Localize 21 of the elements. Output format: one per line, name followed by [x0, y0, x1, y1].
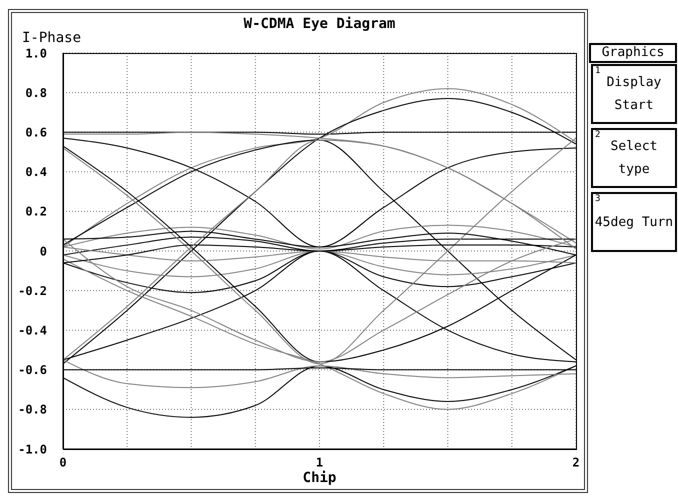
chart-title: W-CDMA Eye Diagram: [244, 16, 396, 32]
y-tick-label: -0.4: [18, 323, 47, 338]
y-axis-title: I-Phase: [22, 30, 82, 46]
x-tick-label: 1: [316, 456, 324, 470]
key-button: 3 45deg Turn: [591, 192, 677, 252]
menu-header: Graphics: [589, 43, 677, 63]
key-button: 2 Select type: [591, 128, 677, 188]
x-tick-label: 2: [572, 456, 580, 470]
y-tick-label: 0.2: [25, 204, 47, 219]
y-tick-label: 1.0: [25, 46, 47, 60]
x-tick-label: 0: [59, 456, 67, 470]
y-tick-label: -0.2: [18, 284, 47, 298]
key-button: 1 Display Start: [591, 64, 677, 124]
y-tick-label: -1.0: [18, 442, 47, 456]
x-axis-title: Chip: [302, 470, 338, 486]
y-tick-label: 0.6: [25, 125, 47, 140]
y-tick-label: -0.6: [18, 363, 47, 378]
y-tick-label: -0.8: [18, 402, 47, 417]
y-tick-label: 0: [40, 244, 47, 258]
y-tick-label: 0.4: [25, 165, 47, 180]
y-tick-label: 0.8: [25, 86, 47, 100]
